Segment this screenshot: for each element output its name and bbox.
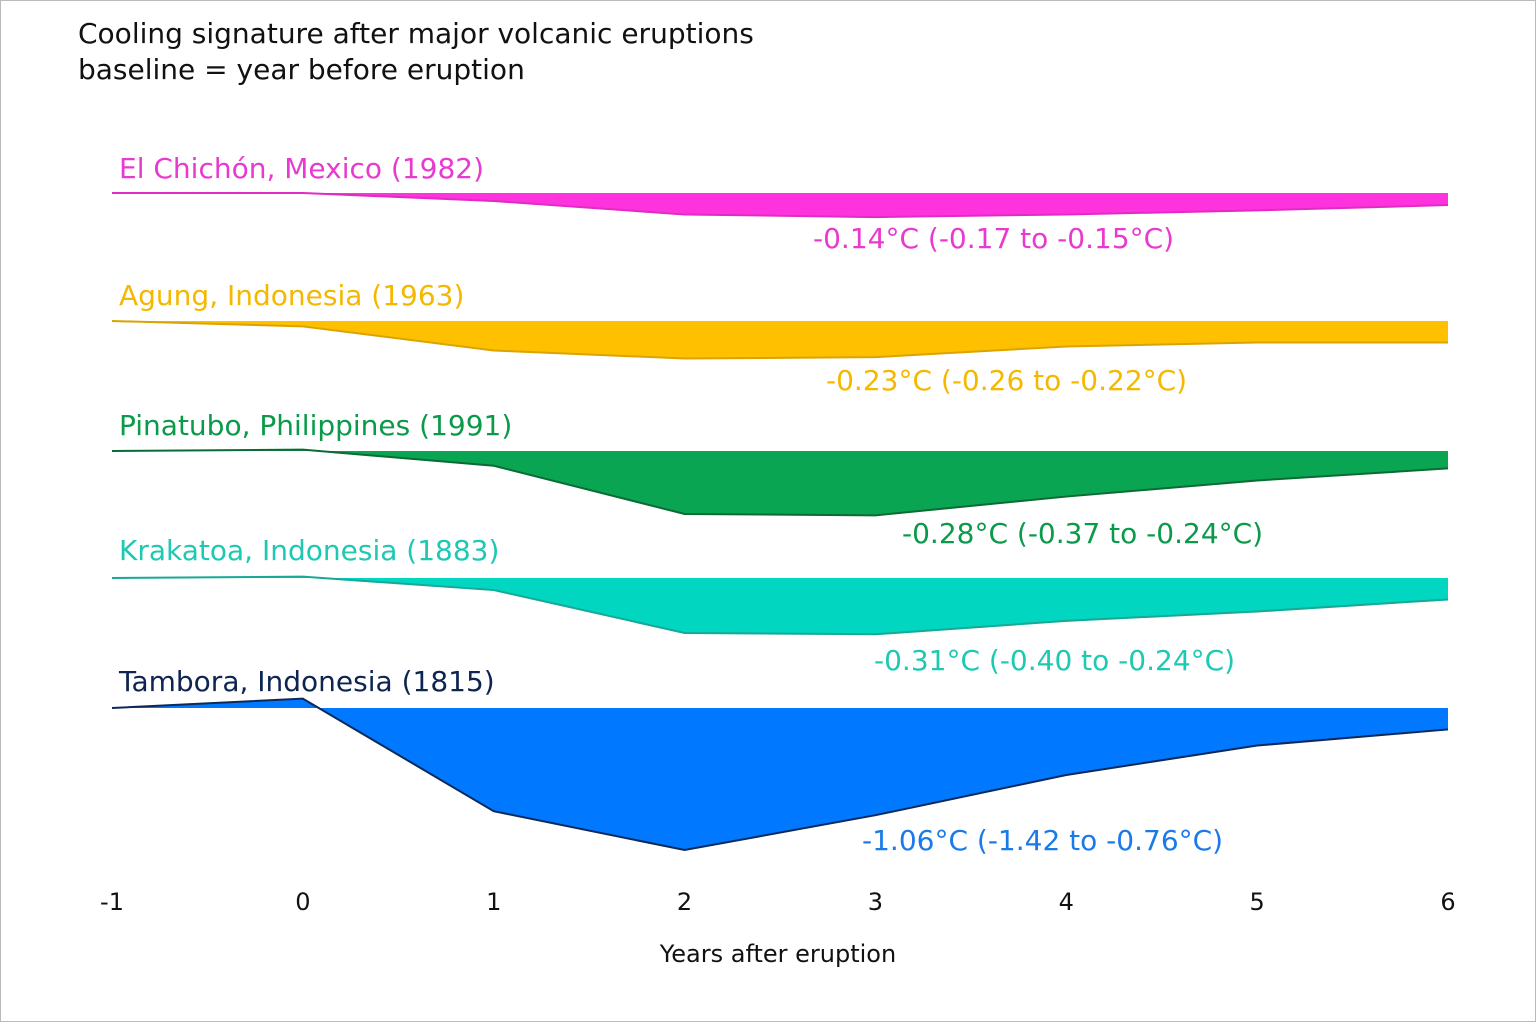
series-label: Tambora, Indonesia (1815)	[118, 665, 495, 698]
area	[112, 576, 1448, 635]
x-tick-label: 6	[1440, 888, 1455, 916]
series-label: Agung, Indonesia (1963)	[119, 279, 464, 312]
annotation: -0.14°C (-0.17 to -0.15°C)	[813, 222, 1174, 255]
x-tick-label: 5	[1250, 888, 1265, 916]
line	[111, 697, 1449, 852]
annotation: -0.31°C (-0.40 to -0.24°C)	[874, 644, 1235, 677]
x-tick-label: 3	[868, 888, 883, 916]
x-tick-label: 1	[486, 888, 501, 916]
annotation: -0.23°C (-0.26 to -0.22°C)	[826, 364, 1187, 397]
x-tick-label: 0	[295, 888, 310, 916]
x-tick-label: 4	[1059, 888, 1074, 916]
annotation: -0.28°C (-0.37 to -0.24°C)	[902, 517, 1263, 550]
chart-title: Cooling signature after major volcanic e…	[78, 17, 754, 50]
line	[112, 192, 1449, 219]
x-tick-label: 2	[677, 888, 692, 916]
line	[111, 448, 1449, 517]
area	[112, 321, 1448, 359]
area	[112, 193, 1448, 218]
annotation: -1.06°C (-1.42 to -0.76°C)	[862, 824, 1223, 857]
series-label: Krakatoa, Indonesia (1883)	[119, 534, 499, 567]
area	[112, 698, 1448, 851]
x-axis-label: Years after eruption	[659, 940, 896, 968]
line	[111, 320, 1448, 360]
x-tick-label: -1	[100, 888, 124, 916]
series-label: Pinatubo, Philippines (1991)	[119, 409, 512, 442]
chart-subtitle: baseline = year before eruption	[78, 53, 525, 86]
line	[111, 575, 1449, 636]
series-label: El Chichón, Mexico (1982)	[119, 152, 484, 185]
area	[112, 449, 1448, 516]
